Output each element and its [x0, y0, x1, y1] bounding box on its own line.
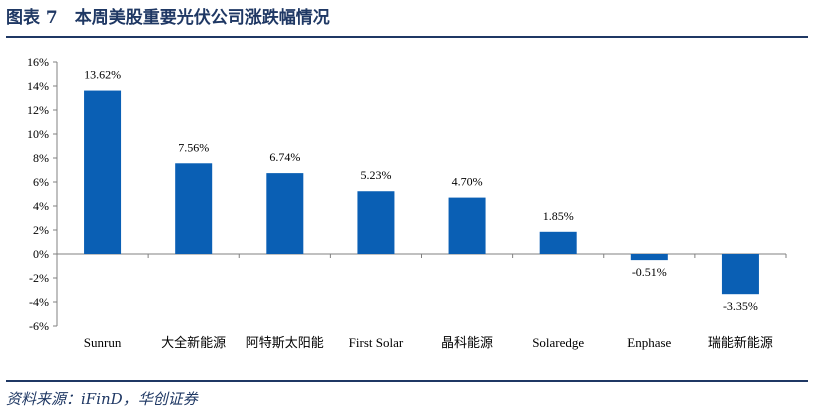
category-label: 大全新能源: [161, 335, 226, 350]
y-tick-label: 4%: [33, 199, 49, 213]
y-tick-label: 10%: [27, 127, 49, 141]
y-tick-label: 16%: [27, 55, 49, 69]
category-label: Sunrun: [84, 335, 122, 350]
bar: [175, 163, 213, 254]
y-tick-label: 14%: [27, 79, 49, 93]
y-tick-label: 0%: [33, 247, 49, 261]
y-tick-label: -6%: [29, 319, 49, 333]
y-tick-label: 6%: [33, 175, 49, 189]
source-note: 资料来源：iFinD，华创证券: [6, 390, 198, 408]
bar-data-label: -0.51%: [632, 265, 667, 279]
category-label: Solaredge: [532, 335, 584, 350]
figure-title: 图表 7 本周美股重要光伏公司涨跌幅情况: [6, 8, 330, 28]
chart-bars: [84, 90, 759, 295]
y-tick-label: 8%: [33, 151, 49, 165]
bar: [630, 254, 668, 261]
bar: [84, 90, 122, 254]
chart-data-labels: 13.62% 7.56% 6.74% 5.23% 4.70% 1.85% -0.51% -3.…: [84, 68, 758, 314]
category-label: 瑞能新能源: [708, 335, 773, 350]
title-divider: [6, 36, 808, 38]
bar: [539, 231, 577, 254]
y-tick-label: -2%: [29, 271, 49, 285]
bar-data-label: 7.56%: [178, 140, 209, 154]
bar: [448, 197, 486, 254]
figure-title-row: 图表 7 本周美股重要光伏公司涨跌幅情况: [6, 3, 330, 29]
bar-data-label: -3.35%: [723, 299, 758, 313]
category-label: First Solar: [349, 335, 404, 350]
y-tick-label: 2%: [33, 223, 49, 237]
chart-axes: [56, 62, 787, 326]
y-tick-label: 12%: [27, 103, 49, 117]
y-axis-ticks: 16% 14% 12% 10% 8% 6% 4% 2% 0% -2% -4% -6%: [27, 55, 57, 333]
bar: [357, 191, 395, 254]
bar-data-label: 5.23%: [360, 168, 391, 182]
category-label: Enphase: [627, 335, 671, 350]
bar-chart: 16% 14% 12% 10% 8% 6% 4% 2% 0% -2% -4% -6% 13.62% 7.…: [27, 55, 787, 350]
y-tick-label: -4%: [29, 295, 49, 309]
bar-data-label: 4.70%: [452, 175, 483, 189]
category-label: 晶科能源: [441, 335, 493, 350]
chart-category-labels: Sunrun 大全新能源 阿特斯太阳能 First Solar 晶科能源 Solaredg…: [84, 335, 773, 350]
bar-data-label: 6.74%: [269, 150, 300, 164]
bar: [266, 173, 304, 254]
bar-data-label: 1.85%: [543, 209, 574, 223]
bar-data-label: 13.62%: [84, 68, 121, 82]
bar: [721, 254, 759, 295]
category-label: 阿特斯太阳能: [246, 335, 324, 350]
source-divider: [6, 380, 808, 382]
